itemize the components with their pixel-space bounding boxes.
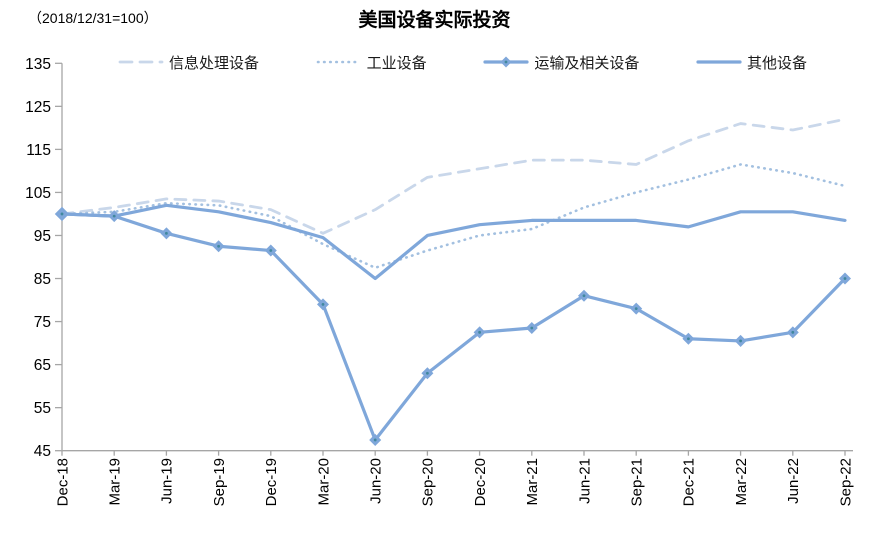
legend-sample-dotted-icon [316,60,361,64]
data-point-center-dot [165,231,168,235]
data-point-center-dot [60,212,64,216]
data-point-center-dot [269,249,273,252]
x-axis-label: Jun-20 [367,458,384,504]
axis-lines [61,63,853,452]
legend-label: 其他设备 [746,54,807,72]
x-axis-label: Sep-22 [837,458,854,506]
legend-label: 信息处理设备 [169,54,260,72]
data-point-center-dot [582,294,586,298]
y-axis-label: 85 [34,271,51,288]
data-point-center-dot [634,307,638,311]
y-axis-label: 95 [34,228,51,245]
x-axis-label: Sep-20 [420,458,437,506]
legend-item-1[interactable]: 信息处理设备 [118,52,259,73]
data-point-center-dot [530,326,534,330]
data-point-center-dot [739,339,742,343]
y-axis-label: 55 [34,400,51,417]
data-point-center-dot [843,277,847,280]
x-axis-label: Mar-21 [524,458,541,506]
y-axis-label: 135 [25,56,51,73]
x-axis-label: Dec-21 [681,458,698,506]
legend-sample-solid-icon [483,56,529,68]
series-line-3 [60,212,847,442]
x-axis-label: Mar-19 [106,458,123,506]
y-axis-label: 115 [26,142,51,159]
series-line-2 [60,163,847,270]
y-axis-label: 105 [25,185,51,202]
chart-title: 美国设备实际投资 [358,10,511,31]
legend-item-4[interactable]: 其他设备 [696,52,807,73]
data-point-center-dot [112,214,116,218]
axis-unit-note: （2018/12/31=100） [28,10,158,26]
x-axis-label: Dec-19 [263,458,280,506]
series-line-4 [60,203,847,281]
data-point-center-dot [791,330,795,334]
x-axis-label: Dec-18 [54,458,71,506]
x-axis-label: Mar-22 [733,458,750,506]
data-point-center-dot [217,244,221,248]
y-axis-label: 125 [25,99,51,116]
legend-sample-dashed-icon [118,60,164,64]
x-axis-label: Jun-21 [576,458,593,504]
y-axis-label: 75 [34,314,51,331]
legend-sample-solid-icon [696,60,742,64]
y-axis-label: 45 [34,443,51,460]
data-point-center-dot [321,302,325,306]
legend-label: 运输及相关设备 [534,54,640,72]
x-axis-label: Sep-21 [628,458,645,506]
legend-label: 工业设备 [366,54,427,72]
legend-item-3[interactable]: 运输及相关设备 [483,52,639,73]
data-point-center-dot [687,337,690,341]
x-axis-label: Jun-19 [159,458,176,504]
data-point-center-dot [426,371,429,375]
chart-legend: 信息处理设备 工业设备 运输及相关设备 其他设备 [118,50,807,74]
x-axis-label: Sep-19 [211,458,228,506]
legend-item-2[interactable]: 工业设备 [316,52,427,73]
x-axis-label: Dec-20 [472,458,489,506]
data-point-center-dot [373,438,377,442]
series-line-1 [60,117,847,235]
data-point-center-dot [478,330,481,334]
x-axis-label: Jun-22 [785,458,802,504]
y-axis-label: 65 [34,357,51,374]
x-axis-label: Mar-20 [315,458,332,506]
